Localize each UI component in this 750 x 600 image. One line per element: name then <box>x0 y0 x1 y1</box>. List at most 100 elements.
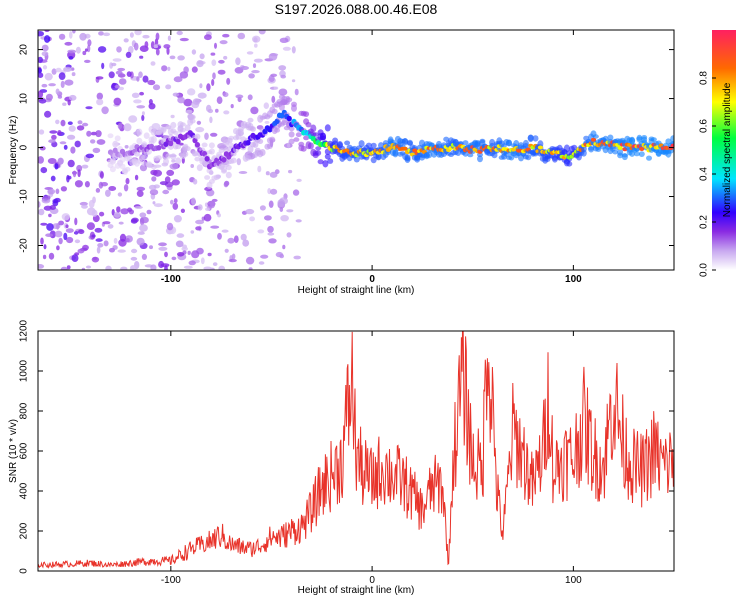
spectrogram-halo-cell <box>276 99 283 104</box>
spectrogram-halo-cell <box>141 154 148 161</box>
spectrogram-noise-cell <box>57 130 62 136</box>
spectrogram-noise-cell <box>74 140 81 148</box>
spectrogram-noise-cell <box>68 125 76 132</box>
spectrogram-noise-cell <box>125 51 132 59</box>
spectrogram-noise-cell <box>190 164 194 168</box>
spectrogram-noise-cell <box>136 105 146 109</box>
spectrogram-noise-cell <box>58 33 66 40</box>
spectrogram-halo-cell <box>566 161 573 167</box>
spectrogram-noise-cell <box>267 225 274 233</box>
spectrogram-noise-cell <box>245 208 255 215</box>
spectrogram-noise-cell <box>271 95 276 103</box>
figure-title: S197.2026.088.00.46.E08 <box>275 1 438 17</box>
spectrogram-noise-cell <box>265 171 270 176</box>
spectrogram-halo-cell <box>278 103 285 111</box>
spectrogram-noise-cell <box>118 86 124 91</box>
spectrogram-noise-cell <box>172 92 180 97</box>
spectrogram-noise-cell <box>267 232 275 236</box>
spectrogram-noise-cell <box>139 224 148 232</box>
spectrogram-noise-cell <box>191 49 197 55</box>
spectrogram-halo-cell <box>223 139 230 147</box>
spectrogram-noise-cell <box>294 88 299 96</box>
spectrogram-noise-cell <box>282 244 286 250</box>
spectrogram-noise-cell <box>81 267 86 270</box>
spectrogram-halo-cell <box>247 117 254 123</box>
spectrogram-noise-cell <box>102 32 111 37</box>
spectrogram-halo-cell <box>141 161 148 167</box>
spectrogram-halo-cell <box>230 157 237 164</box>
spectrogram-noise-cell <box>90 131 98 136</box>
spectrogram-halo-cell <box>269 138 276 143</box>
spectrogram-noise-cell <box>45 93 53 101</box>
spectrogram-noise-cell <box>204 34 212 41</box>
spectrogram-noise-cell <box>237 32 246 40</box>
spectrogram-halo-cell <box>124 166 131 172</box>
spectrogram-noise-cell <box>44 72 53 81</box>
spectrogram-halo-cell <box>305 122 312 128</box>
spectrogram-noise-cell <box>204 132 209 140</box>
spectrogram-halo-cell <box>201 142 208 148</box>
spectrogram-noise-cell <box>176 233 185 238</box>
spectrogram-noise-cell <box>48 83 56 87</box>
spectrogram-noise-cell <box>92 147 101 154</box>
spectrogram-noise-cell <box>58 237 63 245</box>
spectrogram-noise-cell <box>38 72 44 78</box>
spectrogram-noise-cell <box>128 115 138 123</box>
spectrogram-halo-cell <box>175 157 182 165</box>
spectrogram-noise-cell <box>120 208 129 215</box>
spectrogram-noise-cell <box>260 254 269 259</box>
spectrogram-halo-cell <box>179 127 186 133</box>
spectrogram-halo-cell <box>170 153 177 161</box>
spectrogram-noise-cell <box>248 267 253 270</box>
spectrogram-noise-cell <box>130 256 138 261</box>
spectrogram-noise-cell <box>82 50 87 56</box>
spectrogram-ridge-cell <box>194 142 200 148</box>
spectrogram-halo-cell <box>462 140 469 146</box>
spectrogram-noise-cell <box>131 92 140 99</box>
spectrogram-noise-cell <box>55 67 62 73</box>
spectrogram-noise-cell <box>211 59 217 66</box>
spectrogram-noise-cell <box>172 202 179 210</box>
spectrogram-noise-cell <box>43 244 47 250</box>
spectrogram-noise-cell <box>38 56 43 64</box>
spectrogram-noise-cell <box>44 35 51 43</box>
spectrogram-noise-cell <box>139 216 149 224</box>
spectrogram-halo-cell <box>114 135 121 142</box>
spectrogram-noise-cell <box>105 189 111 197</box>
spectrogram-noise-cell <box>123 38 129 43</box>
spectrogram-noise-cell <box>123 184 129 192</box>
spectrogram-halo-cell <box>307 142 314 150</box>
spectrogram-noise-cell <box>278 88 288 96</box>
spectrogram-noise-cell <box>221 229 229 233</box>
spectrogram-noise-cell <box>73 231 79 235</box>
spectrogram-noise-cell <box>38 99 47 104</box>
spectrogram-halo-cell <box>281 120 288 126</box>
y-tick-label: 600 <box>19 442 30 459</box>
spectrogram-noise-cell <box>95 238 103 242</box>
y-tick-label: 400 <box>19 482 30 499</box>
spectrogram-noise-cell <box>95 188 101 193</box>
spectrogram-noise-cell <box>147 79 156 86</box>
spectrogram-noise-cell <box>38 208 45 216</box>
spectrogram-noise-cell <box>210 225 220 229</box>
spectrogram-ridge-cell <box>286 115 292 122</box>
spectrogram-noise-cell <box>199 53 205 60</box>
spectrogram-noise-cell <box>264 120 270 124</box>
spectrogram-noise-cell <box>218 265 225 270</box>
y-tick-label: 200 <box>19 522 30 539</box>
spectrogram-noise-cell <box>195 126 205 133</box>
spectrogram-noise-cell <box>59 141 67 145</box>
spectrogram-halo-cell <box>646 155 652 161</box>
spectrogram-noise-cell <box>214 42 217 49</box>
spectrogram-noise-cell <box>99 171 104 179</box>
spectrogram-noise-cell <box>257 229 265 234</box>
spectrogram-halo-cell <box>607 134 614 141</box>
spectrogram-halo-cell <box>206 168 213 174</box>
colorbar-tick-label: 0.6 <box>699 119 710 133</box>
spectrogram-noise-cell <box>191 66 198 73</box>
spectrogram-noise-cell <box>165 84 172 90</box>
spectrogram-noise-cell <box>123 123 132 132</box>
spectrogram-noise-cell <box>209 200 216 209</box>
y-tick-label: -10 <box>19 189 30 204</box>
spectrogram-halo-cell <box>141 141 148 148</box>
